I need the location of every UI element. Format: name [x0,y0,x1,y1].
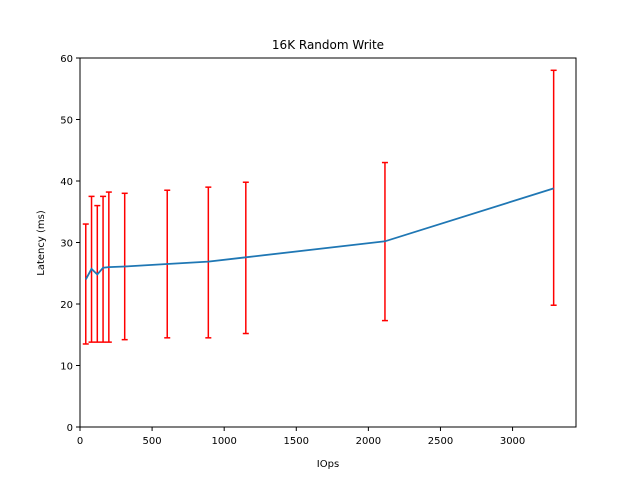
y-tick-label: 20 [60,300,73,311]
y-tick-label: 50 [60,116,73,127]
x-tick-label: 1500 [284,436,309,447]
y-tick-label: 0 [67,423,73,434]
series-line [85,187,554,280]
chart-title: 16K Random Write [272,38,384,52]
x-tick-label: 2000 [356,436,381,447]
y-tick-label: 40 [60,177,73,188]
x-axis-label: IOps [317,459,339,470]
x-tick-label: 3000 [500,436,525,447]
y-tick-label: 30 [60,239,73,250]
x-tick-label: 2500 [428,436,453,447]
plot-area: 0 500 1000 1500 2000 2500 3000 0 10 20 30 40 50 60 [60,54,577,447]
x-tick-label: 1000 [211,436,236,447]
y-tick-label: 60 [60,54,73,65]
x-tick-label: 0 [77,436,83,447]
y-tick-label: 10 [60,362,73,373]
x-tick-label: 500 [143,436,162,447]
y-axis-label: Latency (ms) [36,210,47,276]
